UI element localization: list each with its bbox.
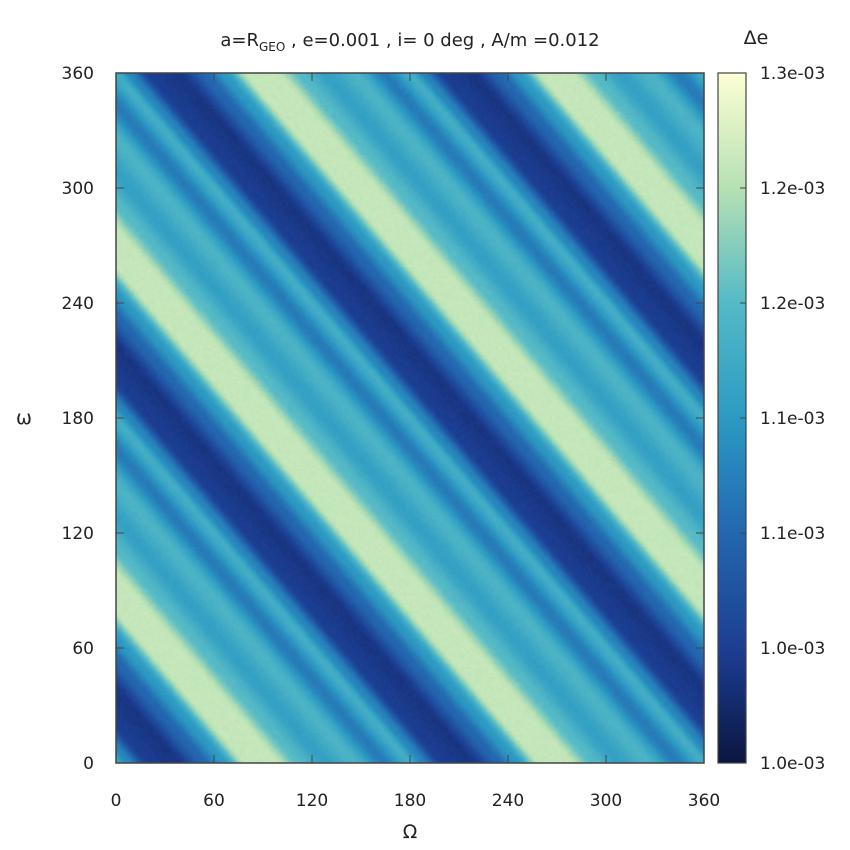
y-axis-label: ω — [16, 407, 32, 429]
x-tick-label: 120 — [296, 791, 328, 811]
title-prefix: a=R — [220, 30, 259, 51]
heatmap-image — [116, 73, 704, 763]
x-axis-ticks: 0 60 120 180 240 300 360 — [111, 73, 720, 811]
title-suffix: , e=0.001 , i= 0 deg , A/m =0.012 — [285, 30, 599, 51]
plot-area — [115, 72, 705, 764]
x-tick-label: 0 — [111, 791, 122, 811]
colorbar-label: Δe — [744, 27, 769, 49]
y-tick-label: 0 — [83, 754, 94, 774]
chart-title: a=RGEO , e=0.001 , i= 0 deg , A/m =0.012 — [220, 30, 599, 54]
y-tick-label: 360 — [62, 64, 94, 84]
x-tick-label: 300 — [590, 791, 622, 811]
y-tick-label: 120 — [62, 524, 94, 544]
y-tick-label: 60 — [72, 639, 94, 659]
colorbar-tick-label: 1.2e-03 — [760, 179, 825, 199]
x-tick-label: 360 — [688, 791, 720, 811]
colorbar-tick-label: 1.3e-03 — [760, 64, 825, 84]
x-tick-label: 60 — [203, 791, 225, 811]
title-subscript: GEO — [259, 40, 285, 54]
colorbar-tick-label: 1.1e-03 — [760, 524, 825, 544]
x-axis-label: Ω — [403, 821, 418, 843]
y-tick-label: 180 — [62, 409, 94, 429]
x-tick-label: 180 — [394, 791, 426, 811]
y-tick-label: 300 — [62, 179, 94, 199]
x-tick-label: 240 — [492, 791, 524, 811]
colorbar-tick-label: 1.0e-03 — [760, 754, 825, 774]
colorbar-tick-label: 1.0e-03 — [760, 639, 825, 659]
colorbar: Δe 1.0e-031.0e-031.1e-031.1e-031.2e-031.… — [717, 27, 825, 774]
y-tick-label: 240 — [62, 294, 94, 314]
y-axis-ticks: 0 60 120 180 240 300 360 — [62, 64, 704, 774]
colorbar-ticks: 1.0e-03 1.0e-03 1.1e-03 1.1e-03 1.2e-03 1.2e-… — [740, 64, 825, 774]
colorbar-tick-label: 1.1e-03 — [760, 409, 825, 429]
colorbar-tick-label: 1.2e-03 — [760, 294, 825, 314]
